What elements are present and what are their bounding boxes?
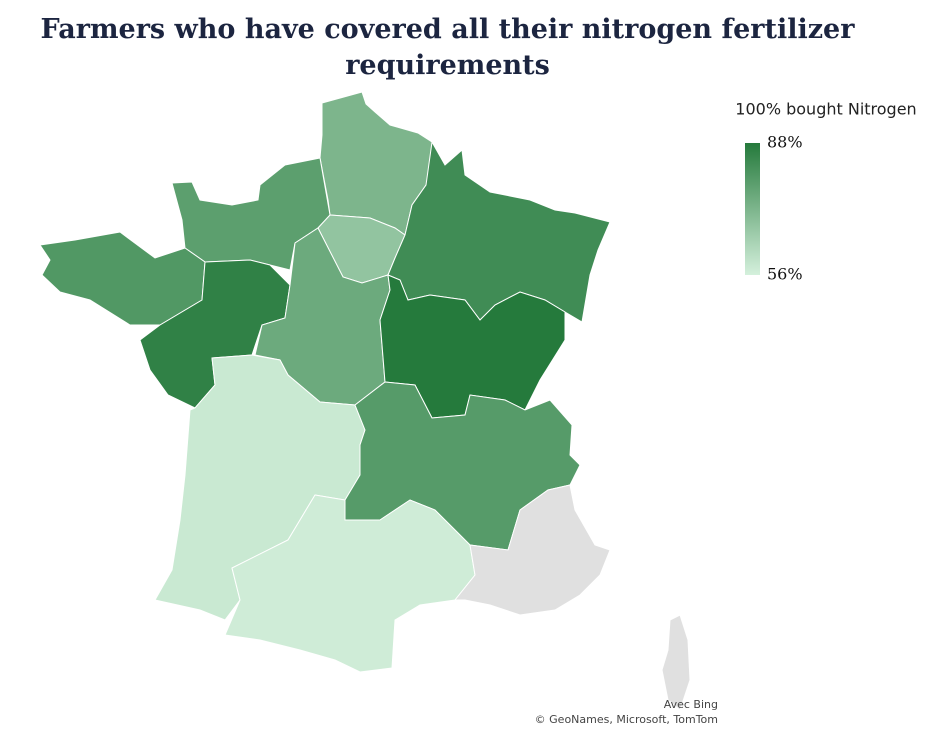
legend-tick-label: 56% <box>767 265 803 284</box>
region <box>224 494 476 673</box>
attribution: Avec Bing <box>664 698 718 711</box>
legend-tick-label: 88% <box>767 133 803 152</box>
legend-title: 100% bought Nitrogen <box>735 100 916 119</box>
region <box>453 484 611 616</box>
region <box>39 231 206 326</box>
legend-bar <box>745 143 760 275</box>
map-title: Farmers who have covered all their nitro… <box>40 14 855 81</box>
regions <box>39 91 691 711</box>
legend-ticks: 88% 56% <box>767 133 803 284</box>
region <box>661 614 691 711</box>
attribution: © GeoNames, Microsoft, TomTom <box>535 713 718 726</box>
